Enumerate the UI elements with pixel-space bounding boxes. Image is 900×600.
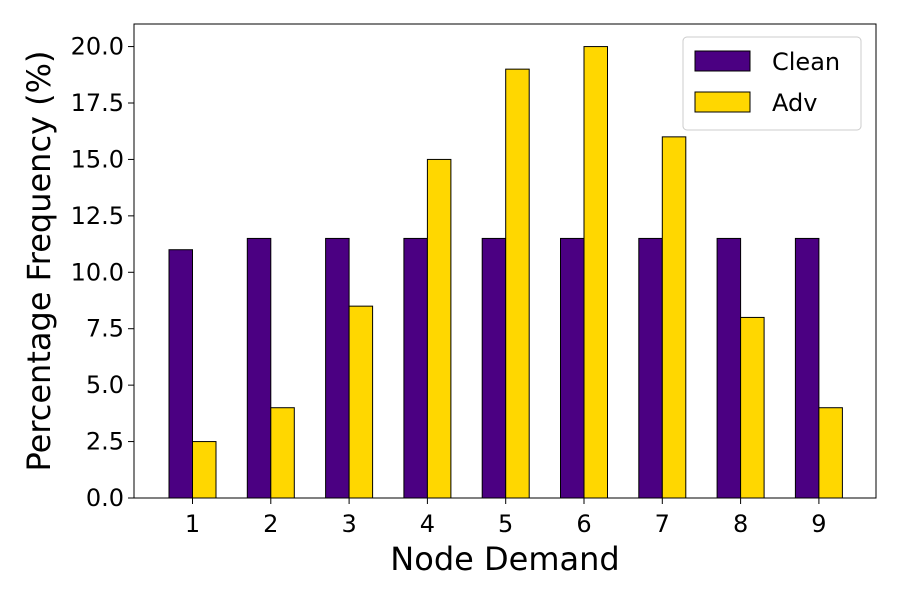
x-tick-label: 4 xyxy=(420,510,435,538)
bar-adv-3 xyxy=(348,305,374,499)
legend: Clean Adv xyxy=(682,36,862,131)
y-tick-label: 7.5 xyxy=(86,315,124,343)
bar-adv-2 xyxy=(270,407,295,499)
y-tick-label: 10.0 xyxy=(71,258,124,286)
x-tick-label: 3 xyxy=(341,510,356,538)
y-tick-label: 17.5 xyxy=(71,89,124,117)
bar-adv-9 xyxy=(818,407,843,499)
bar-clean-2 xyxy=(246,237,272,499)
y-tick-label: 20.0 xyxy=(71,33,124,61)
x-axis-title: Node Demand xyxy=(390,540,619,578)
y-tick-label: 12.5 xyxy=(71,202,124,230)
bar-clean-4 xyxy=(403,237,428,499)
bar-clean-6 xyxy=(560,237,585,499)
legend-label-adv: Adv xyxy=(772,89,817,117)
bar-clean-9 xyxy=(794,237,820,499)
legend-swatch-clean xyxy=(694,50,751,72)
y-axis-title: Percentage Frequency (%) xyxy=(20,50,58,471)
y-tick-label: 5.0 xyxy=(86,371,124,399)
bar-adv-4 xyxy=(426,158,452,499)
bar-adv-7 xyxy=(661,136,687,499)
y-axis: 0.0 2.5 5.0 7.5 10.0 12.5 15.0 17.5 20.0 xyxy=(71,33,134,512)
bar-adv-6 xyxy=(583,46,608,499)
x-tick-label: 1 xyxy=(185,510,200,538)
bar-clean-5 xyxy=(481,237,507,499)
bars-group xyxy=(168,46,843,499)
legend-label-clean: Clean xyxy=(772,48,840,76)
y-tick-label: 15.0 xyxy=(71,145,124,173)
bar-adv-5 xyxy=(505,68,530,499)
y-tick-label: 2.5 xyxy=(86,428,124,456)
x-tick-label: 9 xyxy=(811,510,826,538)
x-axis: 1 2 3 4 5 6 7 8 9 xyxy=(185,498,827,538)
plot-frame xyxy=(133,23,877,499)
y-tick-label: 0.0 xyxy=(86,484,124,512)
bar-clean-1 xyxy=(168,249,193,499)
bar-adv-8 xyxy=(740,316,765,499)
bar-clean-8 xyxy=(716,237,742,499)
x-tick-label: 5 xyxy=(498,510,513,538)
x-tick-label: 7 xyxy=(655,510,670,538)
x-tick-label: 8 xyxy=(733,510,748,538)
bar-adv-1 xyxy=(192,441,217,499)
x-tick-label: 2 xyxy=(263,510,278,538)
bar-clean-3 xyxy=(325,237,350,499)
x-tick-label: 6 xyxy=(576,510,591,538)
legend-swatch-adv xyxy=(694,91,751,113)
bar-clean-7 xyxy=(638,237,663,499)
